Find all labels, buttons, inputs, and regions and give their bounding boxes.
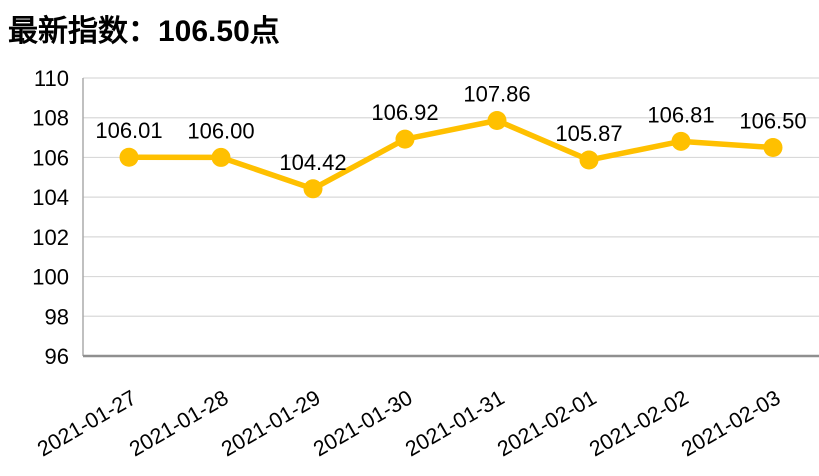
x-tick-label: 2021-01-31 [401, 386, 508, 462]
data-point-marker [303, 179, 323, 199]
y-tick-label: 108 [32, 106, 69, 131]
x-tick-label: 2021-02-02 [585, 386, 692, 462]
x-tick-label: 2021-02-01 [493, 386, 600, 462]
data-point-marker [119, 147, 139, 167]
data-point-marker [395, 129, 415, 149]
y-tick-label: 104 [32, 185, 69, 210]
data-point-marker [487, 110, 507, 130]
x-tick-label: 2021-01-27 [33, 386, 140, 462]
data-point-label: 106.01 [95, 118, 162, 143]
y-tick-label: 102 [32, 225, 69, 250]
data-point-marker [579, 150, 599, 170]
y-tick-label: 110 [34, 66, 69, 91]
data-point-marker [211, 147, 231, 167]
x-tick-label: 2021-02-03 [677, 386, 784, 462]
data-point-label: 105.87 [555, 121, 622, 146]
data-point-label: 106.00 [187, 118, 254, 143]
data-point-label: 106.81 [647, 102, 714, 127]
data-point-label: 104.42 [279, 150, 346, 175]
data-point-marker [671, 131, 691, 151]
index-line-chart: 96981001021041061081102021-01-272021-01-… [32, 66, 819, 462]
x-tick-label: 2021-01-28 [125, 386, 232, 462]
x-tick-label: 2021-01-30 [309, 386, 416, 462]
y-tick-label: 96 [45, 344, 69, 369]
y-tick-label: 106 [32, 145, 69, 170]
data-point-marker [763, 138, 783, 157]
chart-title: 最新指数：106.50点 [8, 15, 280, 48]
y-tick-label: 98 [45, 304, 69, 329]
data-point-label: 106.50 [739, 109, 806, 134]
y-tick-label: 100 [32, 265, 69, 290]
x-tick-label: 2021-01-29 [217, 386, 324, 462]
index-line-series [126, 117, 776, 192]
data-point-label: 107.86 [463, 81, 530, 106]
data-point-label: 106.92 [371, 100, 438, 125]
